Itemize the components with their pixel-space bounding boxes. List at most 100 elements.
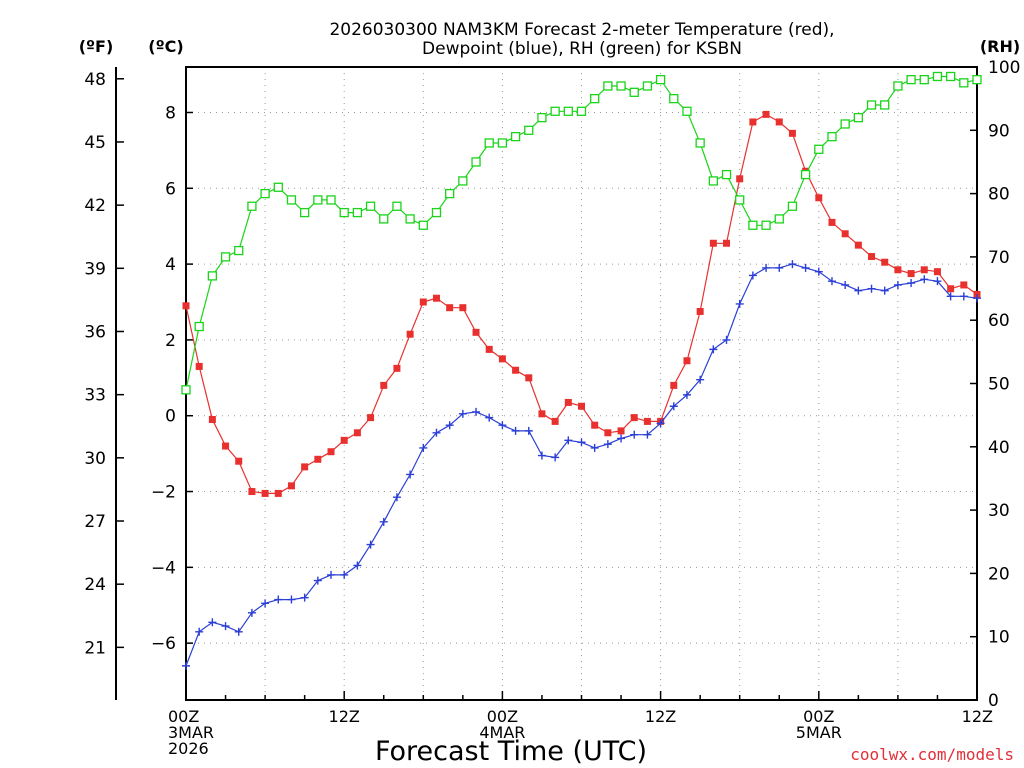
data-series (181, 71, 982, 670)
rh-point (339, 207, 349, 218)
temperature-point (498, 355, 506, 363)
dewpoint-point (590, 443, 599, 452)
dewpoint-point (300, 593, 309, 602)
dewpoint-point (762, 263, 771, 272)
rh-point (392, 201, 402, 211)
rh-point (431, 207, 442, 218)
x-tick-label: 2026 (168, 739, 209, 758)
dewpoint-point (247, 608, 256, 617)
temperature-point (472, 328, 480, 336)
rh-tick-label: 10 (988, 628, 1010, 648)
rh-point (405, 214, 415, 224)
rh-tick-label: 60 (988, 311, 1010, 331)
temperature-point (261, 489, 269, 497)
rh-tick-label: 100 (988, 58, 1020, 78)
rh-point (616, 81, 626, 91)
rh-tick-label: 0 (988, 691, 999, 711)
watermark-text: coolwx.com/models (850, 745, 1014, 764)
fahrenheit-tick-label: 39 (84, 259, 106, 279)
temperature-point (828, 218, 836, 226)
dewpoint-point (327, 570, 336, 579)
temperature-point (630, 414, 638, 422)
temperature-point (432, 294, 440, 302)
rh-point (932, 71, 943, 82)
temperature-point (788, 129, 796, 137)
dewpoint-point (880, 286, 889, 295)
rh-point (576, 106, 587, 116)
dewpoint-point (722, 335, 731, 344)
rh-point (629, 87, 639, 97)
dewpoint-point (551, 453, 560, 462)
temperature-point (274, 489, 282, 497)
fahrenheit-unit-label: (ºF) (79, 37, 114, 56)
dewpoint-point (669, 402, 678, 411)
x-tick-label: 4MAR (479, 723, 525, 742)
rh-point (787, 201, 798, 211)
fahrenheit-tick-label: 33 (84, 386, 106, 406)
rh-point (774, 214, 784, 224)
rh-tick-label: 50 (988, 375, 1010, 395)
temperature-point (736, 175, 744, 183)
dewpoint-point (406, 470, 415, 479)
rh-point (458, 176, 468, 186)
x-tick-label: 00Z (487, 707, 518, 726)
temperature-point (591, 421, 599, 429)
dewpoint-point (801, 263, 810, 272)
series-dewpoint (182, 260, 981, 670)
x-tick-label: 12Z (645, 707, 676, 726)
temperature-point (762, 110, 770, 118)
series-rh (181, 71, 982, 395)
celsius-tick-label: −4 (151, 558, 176, 578)
temperature-point (367, 414, 375, 422)
rh-point (379, 214, 389, 224)
dewpoint-point (920, 275, 929, 284)
rh-point (866, 100, 877, 110)
dewpoint-point (379, 517, 388, 526)
temperature-point (868, 253, 876, 261)
temperature-point (512, 366, 520, 374)
dewpoint-point (854, 286, 863, 295)
dewpoint-point (498, 421, 507, 430)
temperature-point (314, 455, 322, 463)
temperature-point (235, 457, 243, 465)
rh-point (919, 75, 929, 85)
rh-point (642, 81, 653, 91)
rh-point (880, 100, 890, 110)
rh-point (418, 220, 428, 230)
rh-point (945, 71, 956, 82)
rh-point (471, 157, 481, 167)
x-tick-label: 12Z (329, 707, 360, 726)
rh-point (708, 176, 718, 186)
fahrenheit-tick-label: 36 (84, 322, 106, 342)
celsius-tick-label: 4 (165, 255, 176, 275)
temperature-point (182, 302, 190, 310)
temperature-point (393, 364, 401, 372)
dewpoint-point (564, 436, 573, 445)
dewpoint-point (485, 413, 494, 422)
temperature-point (248, 488, 256, 496)
rh-point (590, 94, 600, 104)
temperature-point (696, 307, 704, 315)
temperature-point (301, 463, 309, 471)
dewpoint-point (472, 407, 481, 416)
rh-point (695, 138, 705, 148)
temperature-point (419, 298, 427, 306)
dewpoint-point (682, 390, 691, 399)
rh-point (326, 195, 336, 205)
rh-point (959, 78, 969, 88)
temperature-point (749, 118, 757, 126)
dewpoint-point (274, 595, 283, 604)
celsius-unit-label: (ºC) (148, 37, 183, 56)
fahrenheit-tick-label: 30 (84, 449, 106, 469)
rh-point (537, 112, 547, 123)
rh-point (247, 201, 257, 211)
rh-point (352, 207, 363, 218)
fahrenheit-tick-label: 27 (84, 512, 106, 532)
temperature-point (894, 266, 902, 274)
rh-point (524, 125, 534, 135)
dewpoint-point (603, 440, 612, 449)
temperature-point (683, 357, 691, 365)
temperature-point (327, 448, 335, 456)
temperature-point (920, 266, 928, 274)
